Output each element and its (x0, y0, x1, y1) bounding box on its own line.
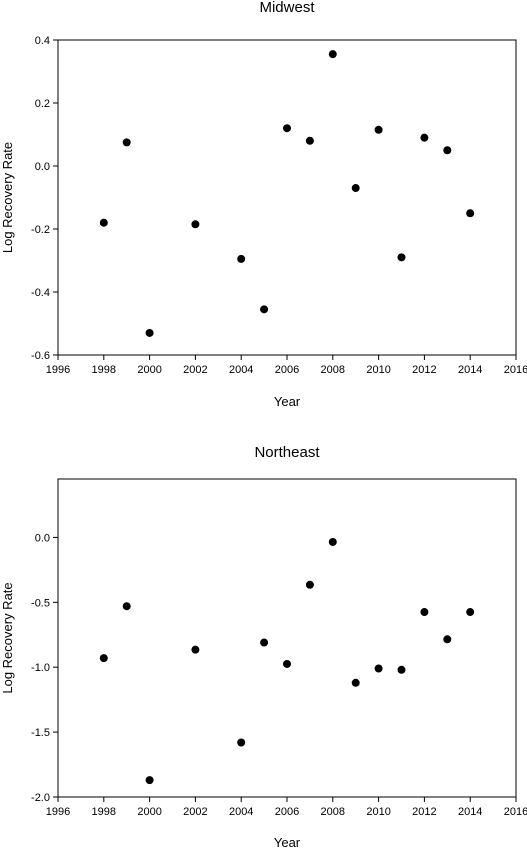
northeast-y-axis-label: Log Recovery Rate (0, 582, 15, 693)
northeast-data-point (283, 659, 291, 668)
northeast-data-point (420, 608, 429, 617)
northeast-panel: Northeast 1996 1998 2000 2002 2004 2006 2008 20… (0, 444, 527, 850)
midwest-data-point (99, 218, 108, 227)
northeast-x-tick-label: 2012 (412, 806, 436, 818)
midwest-data-point (145, 328, 154, 337)
midwest-data-point (443, 146, 452, 155)
northeast-x-tick-label: 2016 (504, 806, 527, 818)
midwest-x-tick-label: 2000 (137, 364, 161, 376)
midwest-data-point (351, 184, 360, 193)
northeast-data-point (466, 608, 475, 617)
midwest-x-tick-label: 2002 (183, 364, 207, 376)
midwest-y-axis-label: Log Recovery Rate (0, 142, 15, 253)
midwest-plot-frame (57, 39, 517, 356)
northeast-y-axis: -2.0 -1.5 -1.0 -0.5 0.0 (31, 532, 58, 804)
midwest-x-axis-label: Year (274, 394, 301, 409)
midwest-data-point (466, 209, 475, 218)
northeast-y-tick-label: -1.0 (31, 662, 50, 674)
midwest-x-axis: 1996 1998 2000 2002 2004 2006 2008 2010 2012 2014… (46, 355, 527, 376)
midwest-y-tick-label: 0.4 (35, 35, 50, 47)
midwest-y-tick-label: 0.2 (35, 98, 50, 110)
northeast-x-tick-label: 2006 (275, 806, 299, 818)
midwest-data-point (397, 253, 406, 262)
midwest-data-point (260, 305, 269, 314)
northeast-data-point (122, 602, 131, 611)
northeast-title: Northeast (254, 444, 320, 461)
midwest-points (99, 50, 475, 337)
midwest-title: Midwest (259, 0, 315, 16)
northeast-x-tick-label: 2008 (321, 806, 345, 818)
midwest-x-tick-label: 2010 (366, 364, 390, 376)
midwest-data-point (305, 136, 314, 145)
northeast-data-point (145, 776, 154, 785)
northeast-data-point (237, 738, 246, 747)
midwest-x-tick-label: 2008 (321, 364, 345, 376)
midwest-x-tick-label: 1998 (92, 364, 116, 376)
midwest-y-tick-label: 0.0 (35, 161, 50, 173)
northeast-x-tick-label: 1996 (46, 806, 70, 818)
northeast-x-axis: 1996 1998 2000 2002 2004 2006 2008 2010 2012 2014… (46, 797, 527, 818)
midwest-data-point (237, 254, 246, 263)
midwest-x-tick-label: 1996 (46, 364, 70, 376)
northeast-data-point (351, 678, 360, 687)
northeast-data-point (374, 664, 383, 673)
northeast-y-tick-label: -1.5 (31, 727, 50, 739)
northeast-y-tick-label: -2.0 (31, 792, 50, 804)
northeast-x-tick-label: 2014 (458, 806, 482, 818)
midwest-panel: Midwest 1996 1998 2000 2002 2004 2006 2008 2010… (0, 0, 527, 409)
northeast-data-point (443, 635, 452, 644)
northeast-data-point (191, 645, 200, 654)
midwest-x-tick-label: 2006 (275, 364, 299, 376)
northeast-data-point (99, 654, 108, 663)
northeast-y-tick-label: -0.5 (31, 597, 50, 609)
midwest-x-tick-label: 2016 (504, 364, 527, 376)
midwest-data-point (420, 133, 429, 142)
northeast-x-tick-label: 2002 (183, 806, 207, 818)
midwest-x-tick-label: 2004 (229, 364, 253, 376)
midwest-y-axis: -0.6 -0.4 -0.2 0.0 0.2 0.4 (31, 35, 58, 362)
northeast-points (99, 537, 475, 785)
northeast-x-tick-label: 1998 (92, 806, 116, 818)
midwest-x-tick-label: 2012 (412, 364, 436, 376)
northeast-x-axis-label: Year (274, 835, 301, 850)
midwest-data-point (122, 138, 131, 147)
midwest-y-tick-label: -0.6 (31, 350, 50, 362)
midwest-data-point (283, 124, 291, 133)
northeast-data-point (260, 638, 269, 647)
northeast-x-tick-label: 2010 (366, 806, 390, 818)
midwest-data-point (328, 50, 337, 59)
northeast-y-tick-label: 0.0 (35, 532, 50, 544)
northeast-data-point (397, 665, 406, 674)
midwest-data-point (191, 220, 200, 229)
midwest-y-tick-label: -0.4 (31, 287, 50, 299)
northeast-data-point (305, 580, 314, 589)
midwest-y-tick-label: -0.2 (31, 224, 50, 236)
northeast-x-tick-label: 2000 (137, 806, 161, 818)
northeast-x-tick-label: 2004 (229, 806, 253, 818)
midwest-x-tick-label: 2014 (458, 364, 482, 376)
northeast-data-point (328, 537, 337, 546)
midwest-data-point (374, 125, 383, 134)
